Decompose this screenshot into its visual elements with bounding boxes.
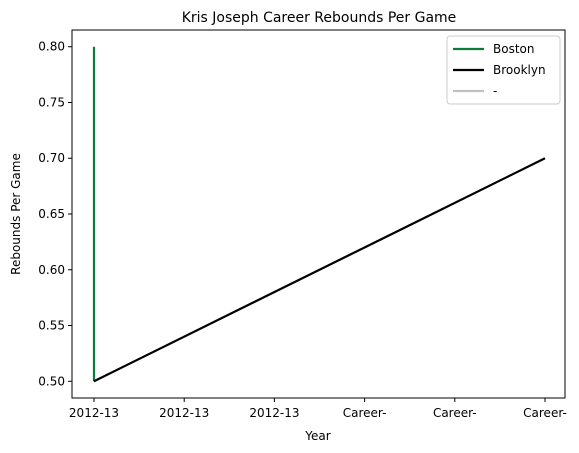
x-axis-label: Year [304,429,330,443]
x-tick-label-0: 2012-13 [69,406,119,420]
y-axis: 0.50 0.55 0.60 0.65 0.70 0.75 0.80 [38,40,72,388]
legend-label-1: Brooklyn [493,63,546,77]
legend-label-2: - [493,84,497,98]
y-tick-label-5: 0.75 [38,95,65,109]
x-tick-label-4: Career- [433,406,477,420]
y-tick-label-1: 0.55 [38,319,65,333]
legend-label-0: Boston [493,42,534,56]
legend-frame [446,35,561,105]
y-tick-label-3: 0.65 [38,207,65,221]
y-axis-label: Rebounds Per Game [9,153,23,275]
x-tick-label-5: Career- [523,406,567,420]
x-tick-label-2: 2012-13 [249,406,299,420]
y-tick-label-6: 0.80 [38,40,65,54]
y-tick-label-0: 0.50 [38,374,65,388]
x-tick-label-1: 2012-13 [159,406,209,420]
x-axis: 2012-13 2012-13 2012-13 Career- Career- Caree… [69,398,567,420]
legend: Boston Brooklyn - [446,35,561,105]
chart-title: Kris Joseph Career Rebounds Per Game [182,10,457,26]
series-line-1 [93,157,546,383]
x-tick-label-3: Career- [343,406,387,420]
series-layer [92,46,546,383]
y-tick-label-2: 0.60 [38,263,65,277]
y-tick-label-4: 0.70 [38,151,65,165]
